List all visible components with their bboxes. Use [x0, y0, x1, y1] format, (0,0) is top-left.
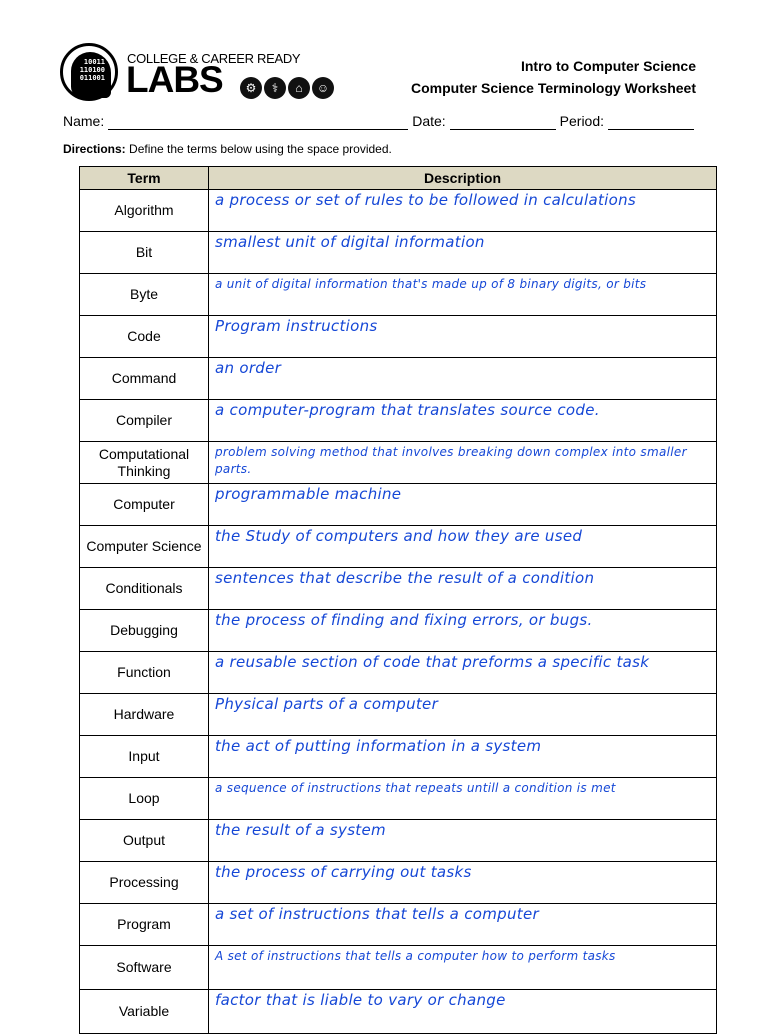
- term-cell: Byte: [79, 273, 209, 316]
- table-row: Hardware Physical parts of a computer: [79, 693, 717, 736]
- term-header: Term: [79, 166, 209, 190]
- table-row: Loop a sequence of instructions that repe…: [79, 777, 717, 820]
- table-row: Conditionals sentences that describe the …: [79, 567, 717, 610]
- term-cell: Conditionals: [79, 567, 209, 610]
- table-row: Input the act of putting information in a…: [79, 735, 717, 778]
- description-cell[interactable]: Physical parts of a computer: [208, 693, 717, 736]
- date-field[interactable]: [449, 113, 556, 130]
- description-cell[interactable]: the process of finding and fixing errors…: [208, 609, 717, 652]
- term-cell: Program: [79, 903, 209, 946]
- description-cell[interactable]: a unit of digital information that's mad…: [208, 273, 717, 316]
- table-row: Computer Science the Study of computers a…: [79, 525, 717, 568]
- student-info-line: Name: Date: Period:: [63, 113, 698, 130]
- term-cell: Output: [79, 819, 209, 862]
- description-cell[interactable]: smallest unit of digital information: [208, 231, 717, 274]
- people-icon: ☺: [312, 77, 334, 99]
- period-label: Period:: [559, 113, 605, 129]
- table-row: Algorithm a process or set of rules to be…: [79, 189, 717, 232]
- term-cell: Code: [79, 315, 209, 358]
- worksheet-title: Computer Science Terminology Worksheet: [411, 80, 696, 96]
- term-cell: Computational Thinking: [79, 441, 209, 484]
- house-icon: ⌂: [288, 77, 310, 99]
- description-cell[interactable]: a reusable section of code that preforms…: [208, 651, 717, 694]
- table-row: Debugging the process of finding and fixi…: [79, 609, 717, 652]
- description-cell[interactable]: Program instructions: [208, 315, 717, 358]
- term-cell: Loop: [79, 777, 209, 820]
- table-row: Processing the process of carrying out ta…: [79, 861, 717, 904]
- term-cell: Debugging: [79, 609, 209, 652]
- head-logo-icon: 10011 110100 011001: [60, 43, 118, 101]
- description-cell[interactable]: factor that is liable to vary or change: [208, 989, 717, 1034]
- description-cell[interactable]: programmable machine: [208, 483, 717, 526]
- brand-line2: LABS: [126, 59, 224, 100]
- description-cell[interactable]: an order: [208, 357, 717, 400]
- directions: Directions: Define the terms below using…: [63, 142, 392, 156]
- description-cell[interactable]: a set of instructions that tells a compu…: [208, 903, 717, 946]
- course-title: Intro to Computer Science: [520, 58, 696, 74]
- term-cell: Computer Science: [79, 525, 209, 568]
- term-cell: Function: [79, 651, 209, 694]
- description-cell[interactable]: a computer-program that translates sourc…: [208, 399, 717, 442]
- caduceus-icon: ⚕: [264, 77, 286, 99]
- description-cell[interactable]: a sequence of instructions that repeats …: [208, 777, 717, 820]
- term-cell: Computer: [79, 483, 209, 526]
- table-row: Software A set of instructions that tells…: [79, 945, 717, 990]
- name-label: Name:: [63, 113, 105, 129]
- terminology-table: Term Description Algorithm a process or s…: [79, 166, 717, 1034]
- description-cell[interactable]: A set of instructions that tells a compu…: [208, 945, 717, 990]
- term-cell: Software: [79, 945, 209, 990]
- term-cell: Variable: [79, 989, 209, 1034]
- name-field[interactable]: [108, 113, 409, 130]
- description-cell[interactable]: problem solving method that involves bre…: [208, 441, 717, 484]
- table-row: Code Program instructions: [79, 315, 717, 358]
- term-cell: Input: [79, 735, 209, 778]
- description-cell[interactable]: the act of putting information in a syst…: [208, 735, 717, 778]
- description-cell[interactable]: a process or set of rules to be followed…: [208, 189, 717, 232]
- table-row: Program a set of instructions that tells …: [79, 903, 717, 946]
- table-row: Output the result of a system: [79, 819, 717, 862]
- term-cell: Hardware: [79, 693, 209, 736]
- term-cell: Algorithm: [79, 189, 209, 232]
- date-label: Date:: [412, 113, 446, 129]
- table-row: Compiler a computer-program that translat…: [79, 399, 717, 442]
- term-cell: Bit: [79, 231, 209, 274]
- table-row: Variable factor that is liable to vary or…: [79, 989, 717, 1034]
- table-row: Function a reusable section of code that …: [79, 651, 717, 694]
- term-cell: Processing: [79, 861, 209, 904]
- logo: 10011 110100 011001 COLLEGE & CAREER READY…: [60, 43, 334, 105]
- table-row: Command an order: [79, 357, 717, 400]
- period-field[interactable]: [608, 113, 694, 130]
- description-cell[interactable]: the Study of computers and how they are …: [208, 525, 717, 568]
- gears-icon: ⚙: [240, 77, 262, 99]
- description-cell[interactable]: the result of a system: [208, 819, 717, 862]
- description-cell[interactable]: the process of carrying out tasks: [208, 861, 717, 904]
- term-cell: Compiler: [79, 399, 209, 442]
- description-cell[interactable]: sentences that describe the result of a …: [208, 567, 717, 610]
- brand-line1: COLLEGE & CAREER READY: [127, 51, 301, 66]
- term-cell: Command: [79, 357, 209, 400]
- table-row: Byte a unit of digital information that's…: [79, 273, 717, 316]
- table-row: Computer programmable machine: [79, 483, 717, 526]
- table-row: Computational Thinking problem solving me…: [79, 441, 717, 484]
- description-header: Description: [208, 166, 717, 190]
- table-row: Bit smallest unit of digital information: [79, 231, 717, 274]
